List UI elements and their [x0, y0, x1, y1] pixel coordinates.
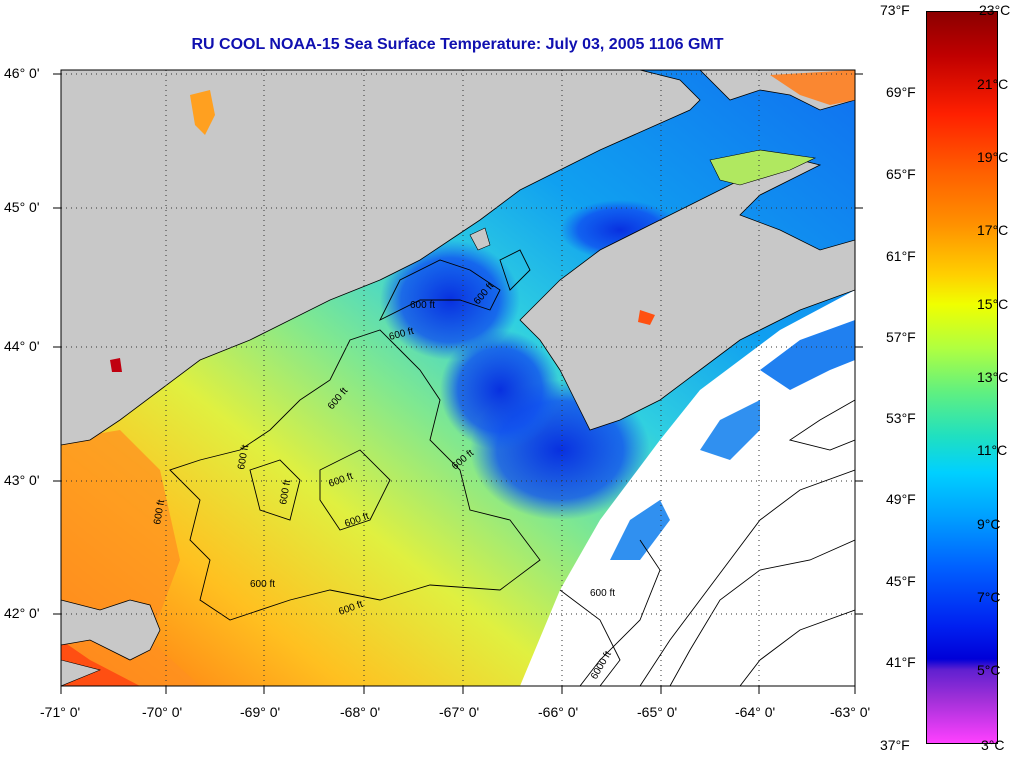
lon-label: -66° 0' [538, 704, 579, 720]
celsius-label: 9°C [977, 516, 1001, 532]
celsius-label: 17°C [977, 222, 1009, 238]
celsius-label: 7°C [977, 589, 1001, 605]
lon-label: -64° 0' [735, 704, 776, 720]
celsius-label: 23°C [979, 2, 1011, 18]
fahrenheit-label: 57°F [886, 329, 916, 345]
contour-label: 600 ft [236, 444, 251, 471]
celsius-label: 21°C [977, 76, 1009, 92]
temperature-colorbar [926, 11, 998, 744]
celsius-label: 5°C [977, 662, 1001, 678]
land-nova-scotia [519, 159, 855, 431]
lon-label: -70° 0' [142, 704, 183, 720]
celsius-label: 15°C [977, 296, 1009, 312]
land-cape-cod [61, 599, 161, 661]
celsius-label: 13°C [977, 369, 1009, 385]
contour-label: 600 ft [250, 579, 275, 590]
celsius-label: 3°C [981, 737, 1005, 753]
fahrenheit-label: 61°F [886, 248, 916, 264]
fahrenheit-label: 45°F [886, 573, 916, 589]
lon-label: -67° 0' [439, 704, 480, 720]
plot-frame [60, 69, 856, 687]
contour-label: 600 ft [410, 300, 435, 311]
fahrenheit-label: 49°F [886, 491, 916, 507]
lat-label: 42° 0' [4, 605, 40, 621]
celsius-label: 19°C [977, 149, 1009, 165]
fahrenheit-label: 53°F [886, 410, 916, 426]
contour-label: 600 ft [152, 499, 167, 526]
celsius-label: 11°C [977, 442, 1008, 458]
chart-title: RU COOL NOAA-15 Sea Surface Temperature:… [191, 36, 724, 53]
contour-label: 600 ft [590, 588, 615, 599]
contour-label: 600 ft [278, 479, 293, 506]
depth-contours [169, 249, 855, 686]
lat-label: 45° 0' [4, 199, 40, 215]
fahrenheit-label: 37°F [880, 737, 910, 753]
lat-label: 43° 0' [4, 472, 40, 488]
lat-label: 44° 0' [4, 338, 40, 354]
no-data-region [520, 290, 855, 686]
fahrenheit-label: 65°F [886, 166, 916, 182]
axis-ticks [53, 73, 863, 694]
lon-label: -65° 0' [637, 704, 678, 720]
lon-label: -68° 0' [340, 704, 381, 720]
lon-label: -69° 0' [240, 704, 281, 720]
fahrenheit-label: 73°F [880, 2, 910, 18]
fahrenheit-label: 41°F [886, 654, 916, 670]
lon-label: -71° 0' [40, 704, 81, 720]
lon-label: -63° 0' [830, 704, 871, 720]
land-new-england [61, 70, 701, 446]
lat-label: 46° 0' [4, 65, 40, 81]
fahrenheit-label: 69°F [886, 84, 916, 100]
